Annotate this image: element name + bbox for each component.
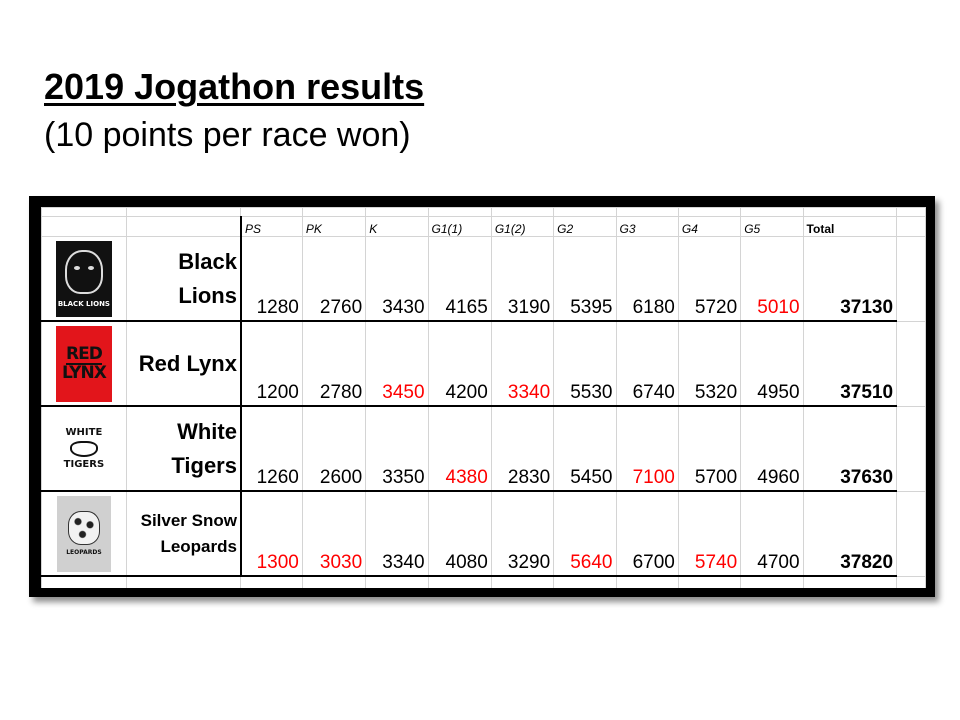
red-lynx-logo: RED LYNX bbox=[55, 325, 112, 402]
score-cell: 5320 bbox=[677, 320, 742, 407]
score-cell: 6180 bbox=[615, 236, 679, 322]
score-cell: 5700 bbox=[677, 405, 742, 492]
black-lions-logo: BLACK LIONS bbox=[55, 240, 112, 317]
score-cell: 6700 bbox=[615, 490, 679, 577]
score-cell: 5395 bbox=[553, 236, 617, 322]
score-cell: 5720 bbox=[677, 236, 742, 322]
score-cell: 4700 bbox=[740, 490, 804, 577]
score-cell: 1300 bbox=[240, 490, 303, 577]
page-title: 2019 Jogathon results bbox=[44, 66, 425, 107]
table-row: RED LYNX Red Lynx 1200 2780 3450 4200 33… bbox=[41, 320, 926, 407]
silver-snow-leopards-logo: LEOPARDS bbox=[56, 495, 111, 572]
column-header-total: Total bbox=[802, 216, 898, 237]
score-cell: 4960 bbox=[740, 405, 804, 492]
score-cell: 3290 bbox=[490, 490, 555, 577]
page-subtitle: (10 points per race won) bbox=[44, 116, 411, 154]
score-cell: 2600 bbox=[301, 405, 367, 492]
total-cell: 37510 bbox=[802, 320, 898, 407]
score-cell: 2760 bbox=[301, 236, 367, 322]
column-header: G3 bbox=[615, 216, 679, 237]
score-cell: 3450 bbox=[365, 320, 429, 407]
score-cell: 5640 bbox=[553, 490, 617, 577]
table-row: BLACK LIONS Black Lions 1280 2760 3430 4… bbox=[41, 236, 926, 322]
column-header: PS bbox=[240, 216, 303, 237]
results-table-frame: PS PK K G1(1) G1(2) G2 G3 G4 G5 Total bbox=[29, 196, 935, 597]
total-cell: 37130 bbox=[802, 236, 898, 322]
column-header: G1(1) bbox=[427, 216, 492, 237]
score-cell: 2830 bbox=[490, 405, 555, 492]
column-header: G4 bbox=[677, 216, 742, 237]
lion-face-icon bbox=[64, 249, 103, 294]
score-cell: 4165 bbox=[427, 236, 492, 322]
spreadsheet: PS PK K G1(1) G1(2) G2 G3 G4 G5 Total bbox=[41, 207, 926, 588]
team-name: Red Lynx bbox=[125, 320, 242, 407]
score-cell: 3350 bbox=[365, 405, 429, 492]
score-cell: 4950 bbox=[740, 320, 804, 407]
column-header: PK bbox=[301, 216, 367, 237]
score-cell: 3190 bbox=[490, 236, 555, 322]
column-header: G2 bbox=[553, 216, 617, 237]
score-cell: 1280 bbox=[240, 236, 303, 322]
score-cell: 1200 bbox=[240, 320, 303, 407]
team-name: Silver Snow Leopards bbox=[125, 490, 242, 577]
team-name: Black Lions bbox=[125, 236, 242, 322]
score-cell: 5530 bbox=[553, 320, 617, 407]
score-cell: 4380 bbox=[427, 405, 492, 492]
table-row: LEOPARDS Silver Snow Leopards 1300 3030 … bbox=[41, 490, 926, 577]
score-cell: 3430 bbox=[365, 236, 429, 322]
score-cell: 3340 bbox=[365, 490, 429, 577]
team-name: White Tigers bbox=[125, 405, 242, 492]
score-cell: 1260 bbox=[240, 405, 303, 492]
white-tigers-logo: WHITE TIGERS bbox=[55, 410, 112, 487]
score-cell: 3340 bbox=[490, 320, 555, 407]
tiger-face-icon bbox=[69, 440, 98, 457]
header-row: PS PK K G1(1) G1(2) G2 G3 G4 G5 Total bbox=[41, 216, 926, 237]
score-cell: 5450 bbox=[553, 405, 617, 492]
score-cell: 4080 bbox=[427, 490, 492, 577]
score-cell: 7100 bbox=[615, 405, 679, 492]
column-header: G5 bbox=[740, 216, 804, 237]
leopard-face-icon bbox=[67, 511, 100, 545]
score-cell: 2780 bbox=[301, 320, 367, 407]
column-header: K bbox=[365, 216, 429, 237]
score-cell: 5010 bbox=[740, 236, 804, 322]
score-cell: 6740 bbox=[615, 320, 679, 407]
score-cell: 4200 bbox=[427, 320, 492, 407]
score-cell: 5740 bbox=[677, 490, 742, 577]
score-cell: 3030 bbox=[301, 490, 367, 577]
column-header: G1(2) bbox=[490, 216, 555, 237]
total-cell: 37820 bbox=[802, 490, 898, 577]
results-table: PS PK K G1(1) G1(2) G2 G3 G4 G5 Total bbox=[41, 207, 926, 588]
table-row: WHITE TIGERS White Tigers 1260 2600 3350… bbox=[41, 405, 926, 492]
total-cell: 37630 bbox=[802, 405, 898, 492]
